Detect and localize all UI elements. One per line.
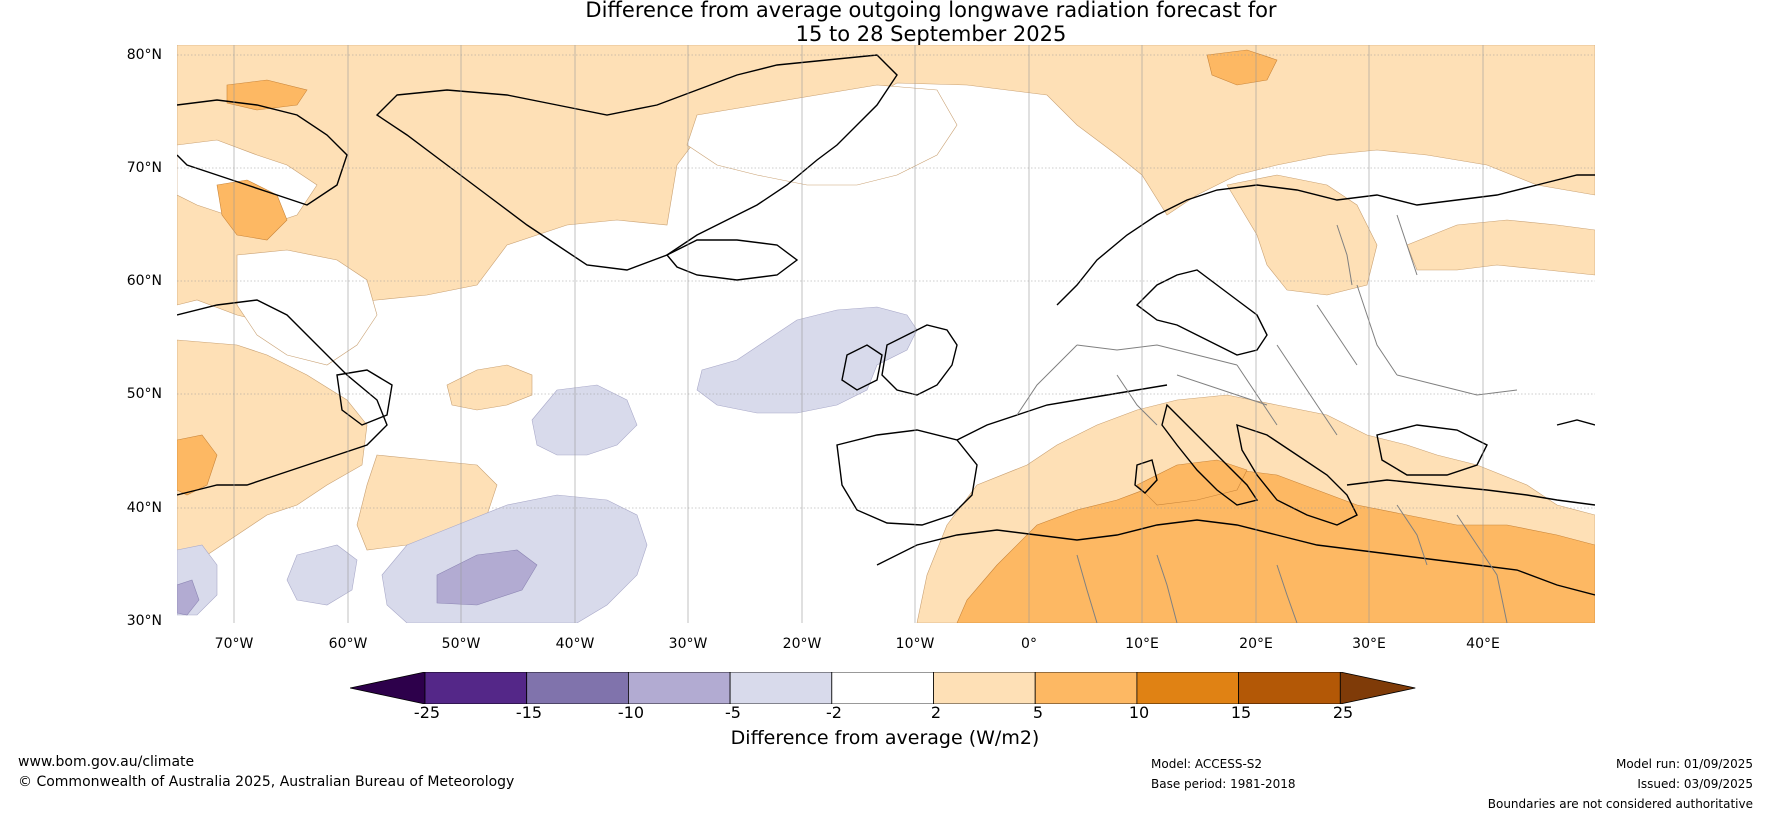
- lat-label-80n: 80°N: [126, 47, 162, 63]
- lat-label-60n: 60°N: [126, 273, 162, 289]
- baltic-coast: [1135, 269, 1268, 356]
- labrador-region: [177, 339, 368, 566]
- mid-purple-anomaly-regions: [177, 549, 538, 616]
- iceland-coast: [665, 239, 799, 281]
- ireland-coast: [841, 344, 883, 391]
- colorbar-segment: [424, 672, 528, 704]
- lat-label-50n: 50°N: [126, 386, 162, 402]
- lon-label-40e: 40°E: [1466, 636, 1500, 652]
- iceland-north-neutral: [686, 84, 958, 186]
- lon-label-20w: 20°W: [782, 636, 822, 652]
- colorbar-tick-label: -2: [826, 703, 842, 722]
- lon-label-60w: 60°W: [328, 636, 368, 652]
- central-atlantic-purple: [531, 384, 638, 456]
- azores-region: [446, 364, 533, 411]
- europe-west-coast: [956, 384, 1168, 441]
- colorbar-segment: [831, 672, 934, 704]
- colorbar-tick-label: 25: [1332, 703, 1354, 722]
- colorbar: [350, 672, 1416, 704]
- newfoundland-coast: [336, 369, 393, 426]
- colorbar-tick-label: 5: [1032, 703, 1044, 722]
- colorbar-tick-label: -10: [617, 703, 645, 722]
- colorbar-segment: [1034, 672, 1138, 704]
- canada-orange: [177, 434, 218, 496]
- subtropical-purple: [436, 549, 538, 606]
- coastlines: [177, 54, 1595, 596]
- balkans-coast: [1236, 423, 1358, 526]
- greenland-coast: [375, 54, 898, 271]
- colorbar-extension-low: [350, 672, 426, 704]
- north-africa-coast: [876, 519, 1595, 596]
- colorbar-tick-label: -25: [413, 703, 441, 722]
- arctic-orange: [1206, 49, 1278, 86]
- colorbar-tick-label: 10: [1128, 703, 1150, 722]
- lon-label-0: 0°: [1021, 636, 1037, 652]
- canadian-arctic-coast: [177, 99, 348, 206]
- lon-label-40w: 40°W: [555, 636, 595, 652]
- russia-north-region: [1406, 219, 1595, 276]
- italy-coast: [1161, 403, 1259, 506]
- west-edge-purple: [177, 579, 200, 616]
- colorbar-tick-label: -5: [725, 703, 741, 722]
- greenland-orange: [226, 79, 308, 111]
- anomaly-map: [177, 45, 1595, 623]
- longitude-gridlines: [233, 45, 1484, 623]
- colorbar-tick-label: -15: [515, 703, 543, 722]
- footer-website: www.bom.gov.au/climate: [18, 754, 195, 770]
- sardinia-coast: [1134, 459, 1158, 494]
- british-isles-coast: [881, 324, 958, 396]
- colorbar-tick-label: 15: [1230, 703, 1252, 722]
- scandinavia-region: [1226, 174, 1378, 296]
- colorbar-segment: [1136, 672, 1240, 704]
- lat-label-40n: 40°N: [126, 500, 162, 516]
- colorbar-title: Difference from average (W/m2): [730, 727, 1040, 749]
- footer-issued: Issued: 03/09/2025: [1637, 777, 1753, 791]
- title-line-1: Difference from average outgoing longwav…: [585, 0, 1277, 22]
- colorbar-segment: [526, 672, 629, 704]
- iberia-coast: [836, 429, 978, 526]
- map-title: Difference from average outgoing longwav…: [0, 0, 1770, 46]
- footer-copyright: © Commonwealth of Australia 2025, Austra…: [18, 774, 515, 790]
- caspian-coast: [1556, 419, 1595, 426]
- colorbar-segments: [350, 672, 1416, 704]
- colorbar-segment: [627, 672, 731, 704]
- lon-label-30w: 30°W: [668, 636, 708, 652]
- colorbar-segment: [933, 672, 1036, 704]
- lon-label-10e: 10°E: [1125, 636, 1159, 652]
- country-borders: [1016, 214, 1518, 623]
- colorbar-tick-label: 2: [930, 703, 942, 722]
- lon-label-50w: 50°W: [441, 636, 481, 652]
- labrador-coast: [177, 299, 388, 496]
- neutral-regions: [177, 84, 958, 366]
- labrador-sea-neutral: [236, 249, 378, 366]
- footer-base-period: Base period: 1981-2018: [1151, 777, 1296, 791]
- footer-model-run: Model run: 01/09/2025: [1615, 757, 1753, 771]
- lat-label-70n: 70°N: [126, 160, 162, 176]
- footer-disclaimer: Boundaries are not considered authoritat…: [1487, 797, 1753, 811]
- north-atlantic-purple: [696, 306, 918, 414]
- turkey-coast: [1346, 479, 1595, 506]
- lon-label-30e: 30°E: [1352, 636, 1386, 652]
- black-sea-coast: [1376, 424, 1488, 476]
- title-line-2: 15 to 28 September 2025: [795, 22, 1067, 46]
- colorbar-segment: [729, 672, 833, 704]
- mid-purple-patch: [286, 544, 358, 606]
- colorbar-segment: [1238, 672, 1341, 704]
- lon-label-20e: 20°E: [1239, 636, 1273, 652]
- baffin-orange: [216, 179, 288, 241]
- footer-model: Model: ACCESS-S2: [1151, 757, 1263, 771]
- lon-label-10w: 10°W: [895, 636, 935, 652]
- lon-label-70w: 70°W: [214, 636, 254, 652]
- colorbar-extension-high: [1339, 672, 1416, 704]
- lat-label-30n: 30°N: [126, 613, 162, 629]
- scandinavia-coast: [1056, 174, 1595, 306]
